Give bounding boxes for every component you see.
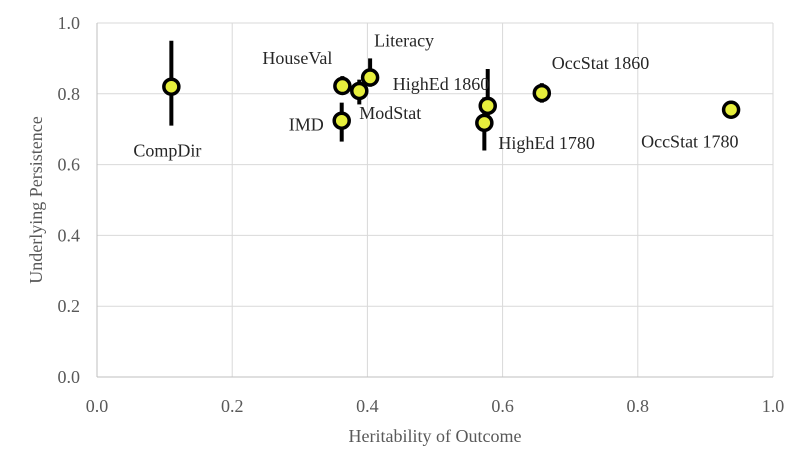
point-label: OccStat 1780 xyxy=(641,132,738,152)
x-tick-label: 0.0 xyxy=(86,396,109,416)
x-tick-label: 1.0 xyxy=(762,396,785,416)
point-label: OccStat 1860 xyxy=(552,53,649,73)
x-tick-label: 0.8 xyxy=(627,396,650,416)
y-tick-label: 1.0 xyxy=(58,13,81,33)
x-axis-title: Heritability of Outcome xyxy=(349,426,522,446)
point-label: Literacy xyxy=(374,31,434,51)
data-point xyxy=(333,76,352,96)
point-label: IMD xyxy=(289,115,324,135)
data-point xyxy=(162,77,181,96)
x-tick-label: 0.6 xyxy=(491,396,514,416)
point-label: HighEd 1860 xyxy=(393,74,490,94)
data-point xyxy=(475,113,494,133)
point-label: CompDir xyxy=(133,141,201,161)
point-labels: CompDir HouseVal IMD ModStat Literacy HighEd … xyxy=(133,31,738,161)
data-point xyxy=(360,68,380,87)
point-label: HighEd 1780 xyxy=(498,133,595,153)
data-point xyxy=(332,111,351,130)
data-points xyxy=(162,68,741,133)
y-axis-title: Underlying Persistence xyxy=(26,116,46,283)
data-point xyxy=(721,100,741,119)
x-tick-label: 0.4 xyxy=(356,396,379,416)
data-point xyxy=(532,83,552,103)
y-tick-label: 0.8 xyxy=(58,84,81,104)
axes xyxy=(96,23,773,378)
y-tick-label: 0.6 xyxy=(58,155,81,175)
x-tick-label: 0.2 xyxy=(221,396,244,416)
y-tick-label: 0.2 xyxy=(58,296,81,316)
x-tick-labels: 0.0 0.2 0.4 0.6 0.8 1.0 xyxy=(86,396,785,416)
y-tick-label: 0.0 xyxy=(58,367,81,387)
gridlines xyxy=(97,22,774,377)
point-label: ModStat xyxy=(359,103,421,123)
y-tick-label: 0.4 xyxy=(58,225,81,245)
y-tick-labels: 0.0 0.2 0.4 0.6 0.8 1.0 xyxy=(58,13,81,387)
point-label: HouseVal xyxy=(262,48,332,68)
data-point xyxy=(478,96,497,116)
data-point xyxy=(350,81,369,101)
